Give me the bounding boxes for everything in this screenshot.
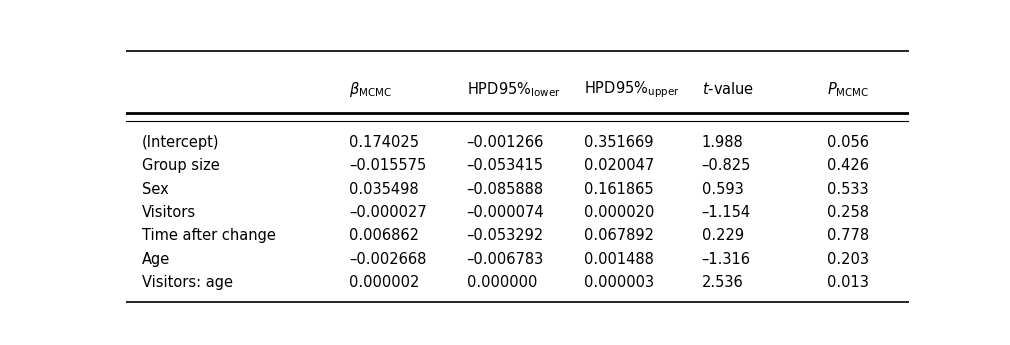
Text: 0.351669: 0.351669 — [584, 135, 653, 150]
Text: $P_{\rm MCMC}$: $P_{\rm MCMC}$ — [827, 80, 869, 99]
Text: 0.000000: 0.000000 — [467, 275, 537, 290]
Text: –0.053292: –0.053292 — [467, 228, 544, 243]
Text: –0.825: –0.825 — [702, 158, 751, 173]
Text: –0.001266: –0.001266 — [467, 135, 544, 150]
Text: –1.316: –1.316 — [702, 252, 750, 267]
Text: 0.020047: 0.020047 — [584, 158, 654, 173]
Text: 0.013: 0.013 — [827, 275, 869, 290]
Text: 0.229: 0.229 — [702, 228, 743, 243]
Text: 0.426: 0.426 — [827, 158, 869, 173]
Text: Visitors: age: Visitors: age — [141, 275, 233, 290]
Text: 0.067892: 0.067892 — [584, 228, 654, 243]
Text: 0.203: 0.203 — [827, 252, 869, 267]
Text: 0.001488: 0.001488 — [584, 252, 654, 267]
Text: $t$-value: $t$-value — [702, 81, 753, 97]
Text: 0.006862: 0.006862 — [349, 228, 419, 243]
Text: –0.000074: –0.000074 — [467, 205, 544, 220]
Text: (Intercept): (Intercept) — [141, 135, 219, 150]
Text: 0.593: 0.593 — [702, 181, 743, 197]
Text: Group size: Group size — [141, 158, 219, 173]
Text: 0.174025: 0.174025 — [349, 135, 419, 150]
Text: 0.056: 0.056 — [827, 135, 869, 150]
Text: 0.161865: 0.161865 — [584, 181, 653, 197]
Text: 0.258: 0.258 — [827, 205, 869, 220]
Text: –0.002668: –0.002668 — [349, 252, 426, 267]
Text: –0.053415: –0.053415 — [467, 158, 543, 173]
Text: –0.015575: –0.015575 — [349, 158, 426, 173]
Text: HPD95%$_{\rm upper}$: HPD95%$_{\rm upper}$ — [584, 79, 680, 99]
Text: 0.000002: 0.000002 — [349, 275, 420, 290]
Text: –1.154: –1.154 — [702, 205, 750, 220]
Text: –0.085888: –0.085888 — [467, 181, 543, 197]
Text: Visitors: Visitors — [141, 205, 196, 220]
Text: –0.000027: –0.000027 — [349, 205, 427, 220]
Text: Sex: Sex — [141, 181, 169, 197]
Text: 0.000003: 0.000003 — [584, 275, 654, 290]
Text: –0.006783: –0.006783 — [467, 252, 544, 267]
Text: 0.035498: 0.035498 — [349, 181, 419, 197]
Text: 0.778: 0.778 — [827, 228, 869, 243]
Text: HPD95%$_{\rm lower}$: HPD95%$_{\rm lower}$ — [467, 80, 561, 99]
Text: 0.533: 0.533 — [827, 181, 869, 197]
Text: 1.988: 1.988 — [702, 135, 743, 150]
Text: Age: Age — [141, 252, 170, 267]
Text: 2.536: 2.536 — [702, 275, 743, 290]
Text: $\beta_{\rm MCMC}$: $\beta_{\rm MCMC}$ — [349, 80, 392, 99]
Text: Time after change: Time after change — [141, 228, 276, 243]
Text: 0.000020: 0.000020 — [584, 205, 654, 220]
